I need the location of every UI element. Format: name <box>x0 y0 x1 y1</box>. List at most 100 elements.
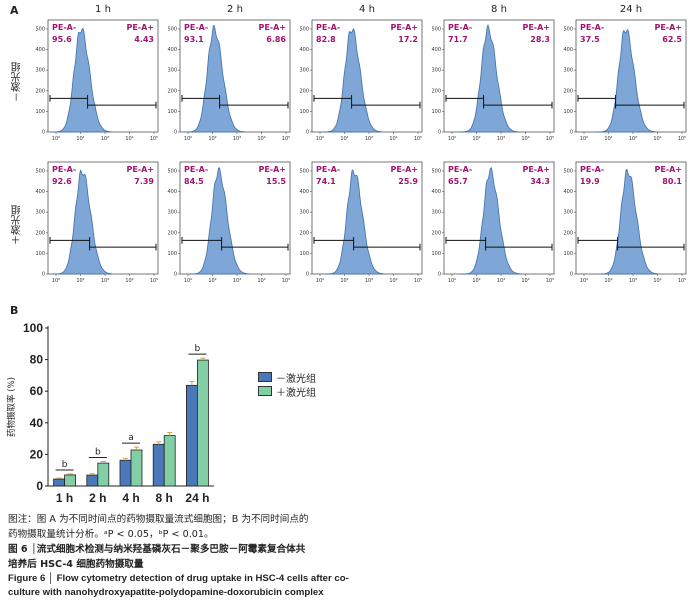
x-tick-label: 10⁵ <box>282 136 290 142</box>
legend-swatch-plus <box>258 386 272 396</box>
gate-neg-label: PE-A- <box>316 23 340 32</box>
x-tick-label: 10⁰ <box>184 136 192 142</box>
gate-neg-value: 37.5 <box>580 35 600 44</box>
significance-label: b <box>62 460 68 470</box>
x-tick-label: 10⁰ <box>580 278 588 284</box>
x-tick-label: 10² <box>340 278 348 284</box>
y-tick-label: 300 <box>35 210 45 216</box>
gate-pos-label: PE-A+ <box>126 165 154 174</box>
x-tick-label: 10⁴ <box>257 278 265 284</box>
x-tick-label: 10⁴ <box>257 136 265 142</box>
histogram-svg: 0 100 200 300 400 500 10⁰ 10² 10³ 10⁴ 10⁵ PE-A- 84.5… <box>167 161 291 284</box>
y-tick-label: 80 <box>30 353 44 367</box>
legend-label-plus: ＋激光组 <box>276 387 316 399</box>
histogram-panel: 0 100 200 300 400 500 10⁰ 10² 10³ 10⁴ 10⁵ PE-A- 95.6… <box>34 18 160 148</box>
y-tick-label: 100 <box>35 251 45 257</box>
y-tick-label: 400 <box>299 189 309 195</box>
time-label: 8 h <box>491 4 507 15</box>
x-tick-label: 2 h <box>89 491 106 505</box>
y-tick-label: 200 <box>35 230 45 236</box>
x-tick-label: 10⁰ <box>52 278 60 284</box>
y-tick-label: 100 <box>431 109 441 115</box>
y-tick-label: 100 <box>563 109 573 115</box>
x-tick-label: 10⁰ <box>52 136 60 142</box>
caption-fig-cn-line2: 培养后 HSC-4 细胞药物摄取量 <box>8 559 144 570</box>
y-tick-label: 200 <box>431 88 441 94</box>
histogram-panel: 0 100 200 300 400 500 10⁰ 10² 10³ 10⁴ 10⁵ PE-A- 82.8… <box>298 18 424 148</box>
legend-item-minus: －激光组 <box>258 370 316 385</box>
x-tick-label: 10³ <box>101 278 109 284</box>
gate-pos-label: PE-A+ <box>654 23 682 32</box>
x-tick-label: 10³ <box>365 136 373 142</box>
time-label: 2 h <box>227 4 243 15</box>
bar <box>185 384 198 487</box>
gate-pos-value: 6.86 <box>266 35 286 44</box>
histogram-peak <box>595 28 656 133</box>
gate-neg-label: PE-A- <box>52 23 76 32</box>
significance-label: b <box>195 344 201 354</box>
x-tick-label: 10⁰ <box>316 136 324 142</box>
histogram-svg: 0 100 200 300 400 500 10⁰ 10² 10³ 10⁴ 10⁵ PE-A- 74.1… <box>299 161 423 284</box>
y-tick-label: 0 <box>570 272 573 278</box>
gate-pos-value: 17.2 <box>398 35 418 44</box>
significance-label: a <box>128 433 134 443</box>
y-tick-label: 0 <box>438 130 441 136</box>
bar-chart: 0 20 40 60 80 100 药物摄取率 (%) 1 h b 2 h b 4 h a 8 h 24 h… <box>6 321 214 505</box>
x-tick-label: 10² <box>76 136 84 142</box>
caption-fig-en-line2: culture with nanohydroxyapatite-polydopa… <box>8 587 324 598</box>
gate-neg-value: 95.6 <box>52 35 72 44</box>
x-tick-label: 10⁵ <box>414 278 422 284</box>
y-tick-label: 100 <box>23 321 43 335</box>
y-tick-label: 300 <box>35 68 45 74</box>
gate-pos-label: PE-A+ <box>390 23 418 32</box>
y-tick-label: 200 <box>35 88 45 94</box>
y-tick-label: 300 <box>563 68 573 74</box>
bar <box>196 359 209 487</box>
x-tick-label: 10⁴ <box>521 278 529 284</box>
histogram-svg: 0 100 200 300 400 500 10⁰ 10² 10³ 10⁴ 10⁵ PE-A- 93.1… <box>167 19 291 142</box>
histogram-svg: 0 100 200 300 400 500 10⁰ 10² 10³ 10⁴ 10⁵ PE-A- 65.7… <box>431 161 555 284</box>
y-tick-label: 300 <box>299 68 309 74</box>
x-tick-label: 10⁰ <box>184 278 192 284</box>
y-tick-label: 20 <box>30 447 44 461</box>
y-tick-label: 400 <box>431 47 441 53</box>
caption-fig-en-line1: Figure 6 │ Flow cytometry detection of d… <box>8 573 349 584</box>
y-tick-label: 400 <box>563 47 573 53</box>
x-tick-label: 10⁵ <box>150 136 158 142</box>
bar <box>163 435 176 487</box>
x-tick-label: 10³ <box>497 136 505 142</box>
bar <box>152 443 165 487</box>
y-tick-label: 100 <box>299 109 309 115</box>
y-tick-label: 300 <box>563 210 573 216</box>
x-tick-label: 10² <box>472 136 480 142</box>
gate-neg-label: PE-A- <box>316 165 340 174</box>
histogram-peak <box>184 24 245 133</box>
gate-pos-value: 28.3 <box>530 35 550 44</box>
y-tick-label: 40 <box>30 416 44 430</box>
gate-pos-value: 34.3 <box>530 177 550 186</box>
bar <box>64 474 76 487</box>
gate-neg-value: 84.5 <box>184 177 204 186</box>
histogram-peak <box>188 167 249 275</box>
y-tick-label: 300 <box>167 68 177 74</box>
y-tick-label: 0 <box>36 479 43 493</box>
bar <box>86 474 99 487</box>
bar <box>119 459 132 487</box>
gate-neg-value: 19.9 <box>580 177 600 186</box>
gate-neg-label: PE-A- <box>184 23 208 32</box>
gate-pos-value: 25.9 <box>398 177 418 186</box>
y-tick-label: 400 <box>167 189 177 195</box>
x-tick-label: 10⁵ <box>546 278 554 284</box>
figure-caption: 图注：图 A 为不同时间点的药物摄取量流式细胞图；B 为不同时间点的 药物摄取量… <box>8 512 698 600</box>
y-tick-label: 500 <box>563 26 573 32</box>
y-tick-label: 500 <box>299 168 309 174</box>
gate-neg-value: 65.7 <box>448 177 468 186</box>
histogram-panel: 0 100 200 300 400 500 10⁰ 10² 10³ 10⁴ 10⁵ PE-A- 19.9… <box>562 160 688 290</box>
gate-pos-value: 62.5 <box>662 35 682 44</box>
x-tick-label: 1 h <box>56 491 73 505</box>
gate-neg-value: 82.8 <box>316 35 336 44</box>
gate-pos-label: PE-A+ <box>654 165 682 174</box>
histogram-peak <box>52 169 113 275</box>
panel-a-letter: A <box>10 4 19 17</box>
x-tick-label: 4 h <box>122 491 139 505</box>
